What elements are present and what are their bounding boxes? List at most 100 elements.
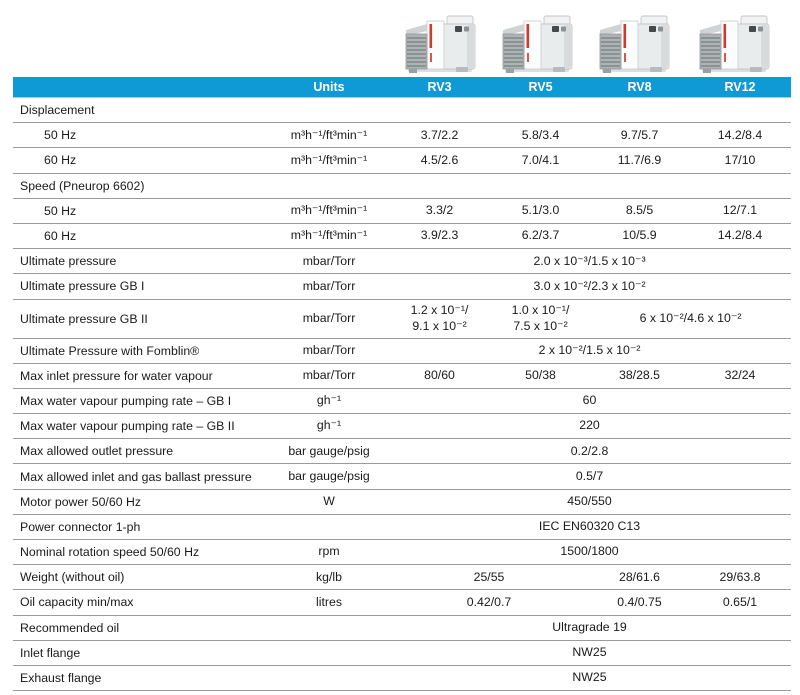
- spec-row: Max water vapour pumping rate – GB II gh⁻…: [13, 413, 791, 440]
- spec-value: 11.7/6.9: [590, 147, 689, 174]
- spec-units: [270, 640, 388, 666]
- spec-units: m³h⁻¹/ft³min⁻¹: [270, 147, 388, 174]
- spec-row: 50 Hz m³h⁻¹/ft³min⁻¹ 3.7/2.2 5.8/3.4 9.7/5.7…: [13, 122, 791, 149]
- spec-value: 5.8/3.4: [491, 122, 590, 149]
- spec-value: 0.5/7: [388, 463, 791, 490]
- spec-row: Recommended oil Ultragrade 19: [13, 615, 791, 641]
- col-header-units: Units: [313, 80, 345, 94]
- spec-units: mbar/Torr: [270, 338, 388, 364]
- spec-value: 1500/1800: [388, 539, 791, 566]
- spec-value: 220: [388, 413, 791, 440]
- spec-value: 25/55: [388, 564, 590, 591]
- spec-value: 2.0 x 10⁻³/1.5 x 10⁻³: [388, 248, 791, 275]
- spec-row: Inlet flange NW25: [13, 640, 791, 666]
- spec-units: m³h⁻¹/ft³min⁻¹: [270, 223, 388, 250]
- spec-value: 50/38: [491, 363, 590, 389]
- section-row: Displacement: [13, 96, 791, 124]
- spec-units: dB(A): [270, 690, 388, 695]
- pump-image-rv5: [497, 9, 583, 77]
- spec-units: bar gauge/psig: [270, 463, 388, 490]
- spec-label: Ultimate Pressure with Fomblin®: [13, 338, 270, 364]
- spec-value: 4.5/2.6: [388, 147, 491, 174]
- section-row: Speed (Pneurop 6602): [13, 173, 791, 199]
- spec-value: 32/24: [689, 363, 791, 389]
- spec-label: 50 Hz: [13, 198, 270, 224]
- spec-row: Ultimate pressure mbar/Torr 2.0 x 10⁻³/1.5…: [13, 248, 791, 275]
- spec-value: 2 x 10⁻²/1.5 x 10⁻²: [388, 338, 791, 364]
- spec-value: 0.4/0.75: [590, 589, 689, 616]
- pump-image-rv8: [594, 9, 680, 77]
- spec-units: gh⁻¹: [270, 413, 388, 440]
- spec-units: [270, 615, 388, 641]
- spec-row: Max allowed inlet and gas ballast pressu…: [13, 463, 791, 490]
- spec-value: 17/10: [689, 147, 791, 174]
- spec-value: 450/550: [388, 489, 791, 515]
- spec-value: 7.0/4.1: [491, 147, 590, 174]
- spec-units: [270, 514, 388, 541]
- spec-row: Oil capacity min/max litres 0.42/0.7 0.4/0.…: [13, 589, 791, 616]
- spec-units: litres: [270, 589, 388, 616]
- spec-value: 5.1/3.0: [491, 198, 590, 224]
- spec-label: Power connector 1-ph: [13, 514, 270, 541]
- spec-units: W: [270, 489, 388, 515]
- spec-value: 14.2/8.4: [689, 223, 791, 250]
- col-header-empty: [13, 77, 270, 98]
- spec-units: m³h⁻¹/ft³min⁻¹: [270, 198, 388, 224]
- spec-units: mbar/Torr: [270, 299, 388, 339]
- spec-units: mbar/Torr: [270, 363, 388, 389]
- spec-label: Nominal rotation speed 50/60 Hz: [13, 539, 270, 566]
- spec-value: NW25: [388, 640, 791, 666]
- spec-row: Noise leveldB(A)48 @ 50 Hz: [13, 690, 791, 695]
- spec-value: 1.0 x 10⁻¹/ 7.5 x 10⁻²: [491, 299, 590, 339]
- spec-value: 3.9/2.3: [388, 223, 491, 250]
- spec-units: kg/lb: [270, 564, 388, 591]
- spec-value: 60: [388, 388, 791, 415]
- spec-label: Oil capacity min/max: [13, 589, 270, 616]
- spec-units: m³h⁻¹/ft³min⁻¹: [270, 122, 388, 149]
- spec-row: Motor power 50/60 Hz W 450/550: [13, 489, 791, 515]
- spec-value: IEC EN60320 C13: [388, 514, 791, 541]
- spec-row: 60 Hz m³h⁻¹/ft³min⁻¹ 3.9/2.3 6.2/3.7 10/5.9 1…: [13, 223, 791, 250]
- spec-units: mbar/Torr: [270, 248, 388, 275]
- spec-table: Units RV3 RV5 RV8 RV12 Displacement 50 Hz…: [13, 77, 791, 695]
- spec-value: 8.5/5: [590, 198, 689, 224]
- col-header-rv12: RV12: [724, 80, 756, 94]
- spec-value: 29/63.8: [689, 564, 791, 591]
- spec-label: 60 Hz: [13, 223, 270, 250]
- spec-label: Exhaust flange: [13, 665, 270, 692]
- spec-table-body: Displacement 50 Hz m³h⁻¹/ft³min⁻¹ 3.7/2.2 5.…: [13, 96, 791, 695]
- spec-value: 6.2/3.7: [491, 223, 590, 250]
- spec-row: Weight (without oil) kg/lb 25/55 28/61.6 29/…: [13, 564, 791, 591]
- spec-label: Max allowed outlet pressure: [13, 438, 270, 465]
- spec-units: bar gauge/psig: [270, 438, 388, 465]
- spec-label: Recommended oil: [13, 615, 270, 641]
- col-header-rv8: RV8: [627, 80, 652, 94]
- spec-units: [270, 665, 388, 692]
- spec-label: 60 Hz: [13, 147, 270, 174]
- section-label: Speed (Pneurop 6602): [13, 173, 791, 199]
- spec-label: Motor power 50/60 Hz: [13, 489, 270, 515]
- spec-value: 10/5.9: [590, 223, 689, 250]
- pump-image-rv3: [400, 9, 486, 77]
- spec-value: 80/60: [388, 363, 491, 389]
- spec-label: Max allowed inlet and gas ballast pressu…: [13, 463, 270, 490]
- spec-row: Ultimate Pressure with Fomblin® mbar/Torr…: [13, 338, 791, 364]
- spec-units: mbar/Torr: [270, 273, 388, 300]
- col-header-rv3: RV3: [427, 80, 452, 94]
- spec-label: 50 Hz: [13, 122, 270, 149]
- spec-value: 28/61.6: [590, 564, 689, 591]
- spec-label: Max inlet pressure for water vapour: [13, 363, 270, 389]
- table-header-row: Units RV3 RV5 RV8 RV12: [13, 77, 791, 98]
- spec-value: 0.42/0.7: [388, 589, 590, 616]
- spec-row: Nominal rotation speed 50/60 Hz rpm 1500/1…: [13, 539, 791, 566]
- spec-label: Max water vapour pumping rate – GB II: [13, 413, 270, 440]
- spec-value: Ultragrade 19: [388, 615, 791, 641]
- spec-value: 0.2/2.8: [388, 438, 791, 465]
- spec-row: Max inlet pressure for water vapour mbar/…: [13, 363, 791, 389]
- spec-value: 3.3/2: [388, 198, 491, 224]
- spec-row: Power connector 1-ph IEC EN60320 C13: [13, 514, 791, 541]
- spec-units: rpm: [270, 539, 388, 566]
- spec-label: Ultimate pressure GB I: [13, 273, 270, 300]
- spec-value: 14.2/8.4: [689, 122, 791, 149]
- spec-value: 38/28.5: [590, 363, 689, 389]
